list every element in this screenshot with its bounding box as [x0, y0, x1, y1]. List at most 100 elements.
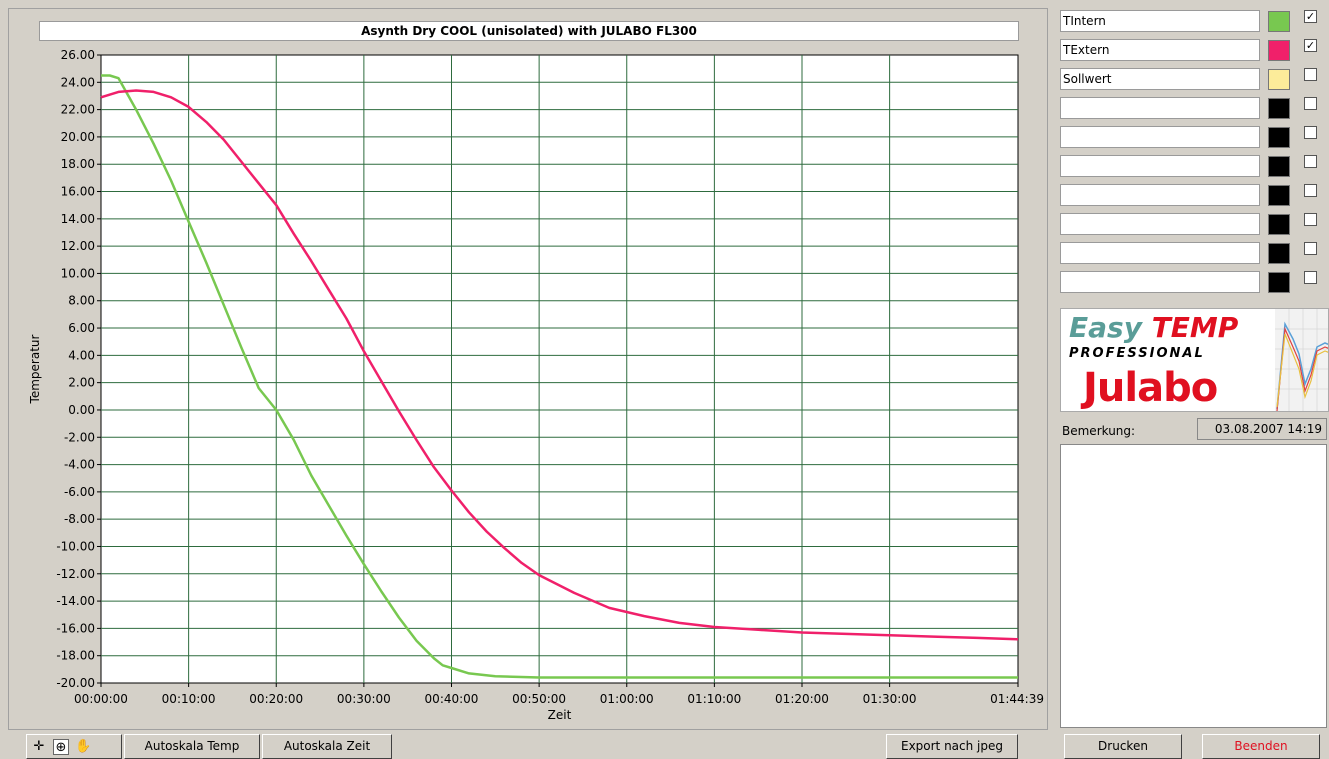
legend-visibility-checkbox[interactable]	[1304, 155, 1317, 168]
legend-color-swatch[interactable]	[1268, 11, 1290, 32]
y-tick-label: 26.00	[61, 48, 95, 62]
temperature-chart[interactable]: 26.00 24.00 22.00 20.00 18.00 16.00 14.00 12.00…	[9, 9, 1049, 731]
y-tick-label: -10.00	[56, 539, 95, 553]
x-tick-label: 01:30:00	[863, 692, 917, 706]
quit-button[interactable]: Beenden	[1202, 734, 1320, 759]
y-tick-label: 8.00	[68, 294, 95, 308]
y-tick-label: -16.00	[56, 621, 95, 635]
legend-name-field[interactable]	[1060, 242, 1260, 264]
legend-visibility-checkbox[interactable]	[1304, 242, 1317, 255]
y-tick-label: 4.00	[68, 348, 95, 362]
y-tick-label: 16.00	[61, 185, 95, 199]
x-tick-label: 00:20:00	[249, 692, 303, 706]
logo-easytemp-text: Easy TEMP	[1069, 311, 1239, 344]
x-axis-label: Zeit	[548, 708, 572, 722]
pan-hand-icon[interactable]: ✋	[75, 739, 92, 754]
legend-row	[1060, 182, 1325, 206]
legend-visibility-checkbox[interactable]	[1304, 97, 1317, 110]
chart-title: Asynth Dry COOL (unisolated) with JULABO…	[39, 21, 1019, 41]
y-tick-label: -12.00	[56, 567, 95, 581]
y-axis-label: Temperatur	[28, 334, 42, 404]
legend-visibility-checkbox[interactable]: ✓	[1304, 39, 1317, 52]
logo-professional-text: PROFESSIONAL	[1069, 346, 1205, 361]
legend-color-swatch[interactable]	[1268, 214, 1290, 235]
legend-name-field[interactable]	[1060, 271, 1260, 293]
legend-visibility-checkbox[interactable]	[1304, 68, 1317, 81]
x-tick-label: 00:10:00	[162, 692, 216, 706]
series-line	[101, 74, 1018, 679]
autoscale-time-button[interactable]: Autoskala Zeit	[262, 734, 392, 759]
y-tick-label: 0.00	[68, 403, 95, 417]
y-tick-label: 2.00	[68, 376, 95, 390]
legend-color-swatch[interactable]	[1268, 243, 1290, 264]
autoscale-temp-button[interactable]: Autoskala Temp	[124, 734, 260, 759]
y-tick-label: -4.00	[64, 458, 95, 472]
legend-row	[1060, 240, 1325, 264]
y-tick-label: -20.00	[56, 676, 95, 690]
legend-name-field[interactable]	[1060, 155, 1260, 177]
legend-color-swatch[interactable]	[1268, 69, 1290, 90]
logo-curve-graphic	[1275, 309, 1328, 411]
legend-row	[1060, 153, 1325, 177]
export-jpeg-button[interactable]: Export nach jpeg	[886, 734, 1018, 759]
y-tick-label: 6.00	[68, 321, 95, 335]
x-tick-label: 01:44:39	[990, 692, 1044, 706]
remark-textbox[interactable]	[1060, 444, 1327, 728]
y-tick-label: -18.00	[56, 649, 95, 663]
x-tick-label: 00:30:00	[337, 692, 391, 706]
crosshair-icon[interactable]: ✛	[33, 739, 45, 754]
legend-visibility-checkbox[interactable]: ✓	[1304, 10, 1317, 23]
logo-julabo-text: Julabo	[1083, 365, 1218, 411]
y-tick-label: 10.00	[61, 266, 95, 280]
x-tick-label: 00:50:00	[512, 692, 566, 706]
legend-color-swatch[interactable]	[1268, 272, 1290, 293]
x-tick-label: 01:20:00	[775, 692, 829, 706]
y-tick-label: -14.00	[56, 594, 95, 608]
legend-name-field[interactable]	[1060, 184, 1260, 206]
legend-row	[1060, 269, 1325, 293]
remark-label: Bemerkung:	[1062, 424, 1136, 438]
y-tick-label: 24.00	[61, 75, 95, 89]
legend-visibility-checkbox[interactable]	[1304, 184, 1317, 197]
legend-name-field[interactable]: TIntern	[1060, 10, 1260, 32]
legend-row	[1060, 95, 1325, 119]
print-button[interactable]: Drucken	[1064, 734, 1182, 759]
legend-name-field[interactable]	[1060, 126, 1260, 148]
x-tick-label: 01:00:00	[600, 692, 654, 706]
bottom-toolbar: ✛ ⊕ ✋ Autoskala Temp Autoskala Zeit Expo…	[0, 734, 1329, 759]
right-panel: TIntern ✓ TExtern ✓ Sollwert Easy TEMP PROFE…	[1052, 0, 1329, 730]
legend-visibility-checkbox[interactable]	[1304, 271, 1317, 284]
zoom-icon[interactable]: ⊕	[53, 739, 69, 755]
legend-color-swatch[interactable]	[1268, 156, 1290, 177]
x-tick-label: 01:10:00	[687, 692, 741, 706]
legend-color-swatch[interactable]	[1268, 98, 1290, 119]
legend-color-swatch[interactable]	[1268, 185, 1290, 206]
legend-name-field[interactable]	[1060, 213, 1260, 235]
y-tick-label: 12.00	[61, 239, 95, 253]
legend-name-field[interactable]: TExtern	[1060, 39, 1260, 61]
legend-color-swatch[interactable]	[1268, 127, 1290, 148]
legend-name-field[interactable]	[1060, 97, 1260, 119]
graph-tools-palette: ✛ ⊕ ✋	[26, 734, 122, 759]
x-tick-label: 00:40:00	[425, 692, 479, 706]
y-tick-label: 20.00	[61, 130, 95, 144]
series-line	[100, 89, 1019, 641]
y-tick-label: 14.00	[61, 212, 95, 226]
plot-area[interactable]	[100, 54, 1019, 684]
legend-row	[1060, 211, 1325, 235]
easytemp-julabo-logo: Easy TEMP PROFESSIONAL Julabo	[1060, 308, 1329, 412]
graph-panel: Asynth Dry COOL (unisolated) with JULABO…	[8, 8, 1048, 730]
legend-row: TIntern ✓	[1060, 8, 1325, 32]
legend-visibility-checkbox[interactable]	[1304, 126, 1317, 139]
y-tick-label: -6.00	[64, 485, 95, 499]
y-tick-label: -2.00	[64, 430, 95, 444]
remark-timestamp: 03.08.2007 14:19	[1197, 418, 1327, 440]
legend-color-swatch[interactable]	[1268, 40, 1290, 61]
y-tick-label: 22.00	[61, 103, 95, 117]
legend-name-field[interactable]: Sollwert	[1060, 68, 1260, 90]
legend-row: TExtern ✓	[1060, 37, 1325, 61]
legend-visibility-checkbox[interactable]	[1304, 213, 1317, 226]
legend-row	[1060, 124, 1325, 148]
y-tick-label: 18.00	[61, 157, 95, 171]
